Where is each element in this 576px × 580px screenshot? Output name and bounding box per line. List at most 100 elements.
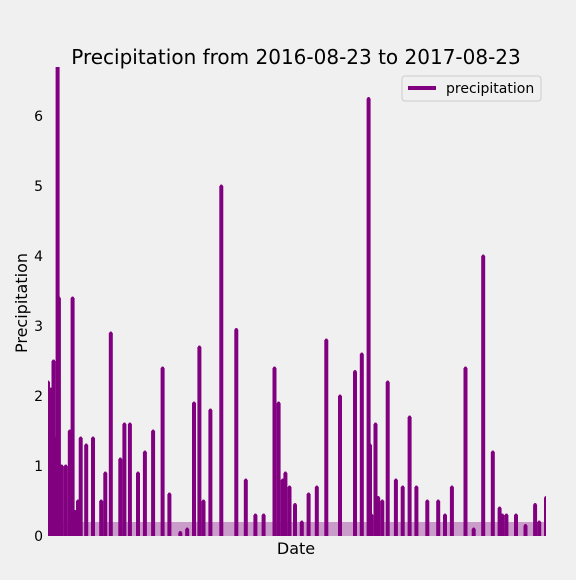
data-point bbox=[414, 485, 418, 489]
data-point bbox=[185, 527, 189, 531]
y-tick-label: 3 bbox=[34, 319, 43, 335]
data-point bbox=[192, 401, 196, 405]
data-point bbox=[91, 436, 95, 440]
data-point bbox=[161, 366, 165, 370]
data-point bbox=[498, 506, 502, 510]
data-point bbox=[376, 496, 380, 499]
data-point bbox=[48, 380, 50, 384]
data-point bbox=[436, 499, 440, 503]
data-point bbox=[307, 492, 311, 496]
y-tick-label: 4 bbox=[34, 249, 43, 265]
data-point bbox=[128, 422, 132, 426]
data-point bbox=[109, 331, 113, 335]
data-point bbox=[472, 527, 476, 531]
y-tick-label: 5 bbox=[34, 179, 43, 195]
data-point bbox=[234, 328, 238, 331]
data-point bbox=[401, 485, 405, 489]
data-point bbox=[262, 513, 266, 517]
data-point bbox=[277, 401, 281, 405]
data-point bbox=[54, 450, 58, 454]
data-point bbox=[300, 520, 304, 524]
data-point bbox=[380, 499, 384, 503]
data-point bbox=[84, 443, 88, 447]
data-point bbox=[73, 510, 77, 513]
y-tick-label: 1 bbox=[34, 459, 43, 475]
series-line-precipitation bbox=[48, 67, 546, 536]
data-point bbox=[68, 429, 72, 433]
y-tick-label: 0 bbox=[34, 529, 43, 545]
legend-label: precipitation bbox=[446, 81, 534, 97]
data-point bbox=[374, 422, 377, 426]
data-point bbox=[167, 492, 171, 496]
data-point bbox=[450, 485, 454, 489]
data-point bbox=[60, 464, 64, 468]
y-tick-label: 6 bbox=[34, 109, 43, 125]
y-axis-ticks: 0 1 2 3 4 5 6 bbox=[34, 109, 43, 545]
data-point bbox=[281, 478, 285, 482]
data-point bbox=[288, 485, 291, 489]
data-point bbox=[386, 380, 390, 384]
data-point bbox=[151, 429, 155, 433]
data-point bbox=[202, 499, 205, 503]
data-point bbox=[53, 436, 57, 440]
data-point bbox=[514, 513, 518, 517]
data-point bbox=[481, 254, 485, 258]
data-point bbox=[293, 503, 297, 506]
data-point bbox=[122, 422, 126, 426]
data-point bbox=[283, 471, 287, 475]
series-baseline bbox=[48, 522, 546, 536]
plot-area bbox=[48, 67, 546, 536]
data-point bbox=[143, 450, 147, 454]
data-point bbox=[118, 457, 122, 461]
data-point bbox=[273, 366, 276, 370]
data-point bbox=[360, 352, 364, 356]
data-point bbox=[57, 296, 61, 300]
data-point bbox=[219, 184, 223, 188]
data-point bbox=[208, 408, 212, 412]
data-point bbox=[282, 513, 286, 517]
legend: precipitation bbox=[401, 75, 542, 102]
legend-box bbox=[401, 75, 542, 102]
data-point bbox=[315, 485, 319, 489]
data-point bbox=[49, 387, 53, 391]
data-point bbox=[464, 366, 467, 370]
data-point bbox=[394, 478, 398, 482]
data-point bbox=[500, 513, 504, 517]
data-point bbox=[50, 464, 54, 468]
data-point bbox=[443, 513, 447, 517]
x-axis-label: Date bbox=[277, 539, 315, 558]
data-point bbox=[79, 436, 83, 440]
data-point bbox=[52, 359, 55, 363]
data-point bbox=[425, 499, 429, 503]
data-point bbox=[178, 531, 182, 534]
data-point bbox=[369, 513, 373, 517]
data-point bbox=[533, 503, 537, 506]
data-point bbox=[367, 97, 371, 100]
data-point bbox=[76, 499, 80, 503]
y-axis-label: Precipitation bbox=[12, 253, 31, 353]
data-point bbox=[353, 370, 357, 373]
data-point bbox=[136, 471, 140, 475]
data-point bbox=[64, 464, 68, 468]
data-point bbox=[368, 443, 372, 447]
data-point bbox=[324, 338, 328, 342]
data-point bbox=[48, 520, 51, 524]
data-point bbox=[524, 524, 527, 527]
data-point bbox=[56, 67, 60, 69]
chart-title: Precipitation from 2016-08-23 to 2017-08… bbox=[71, 45, 521, 69]
data-point bbox=[71, 296, 75, 300]
y-tick-label: 2 bbox=[34, 389, 43, 405]
data-point bbox=[338, 394, 342, 398]
data-point bbox=[197, 345, 201, 349]
data-point bbox=[244, 478, 248, 482]
data-point bbox=[491, 450, 495, 454]
data-point bbox=[537, 520, 541, 524]
data-point bbox=[103, 471, 107, 475]
data-point bbox=[504, 513, 508, 517]
data-point bbox=[99, 499, 103, 503]
data-point bbox=[408, 415, 412, 419]
data-point bbox=[253, 513, 257, 517]
data-point bbox=[544, 496, 546, 499]
